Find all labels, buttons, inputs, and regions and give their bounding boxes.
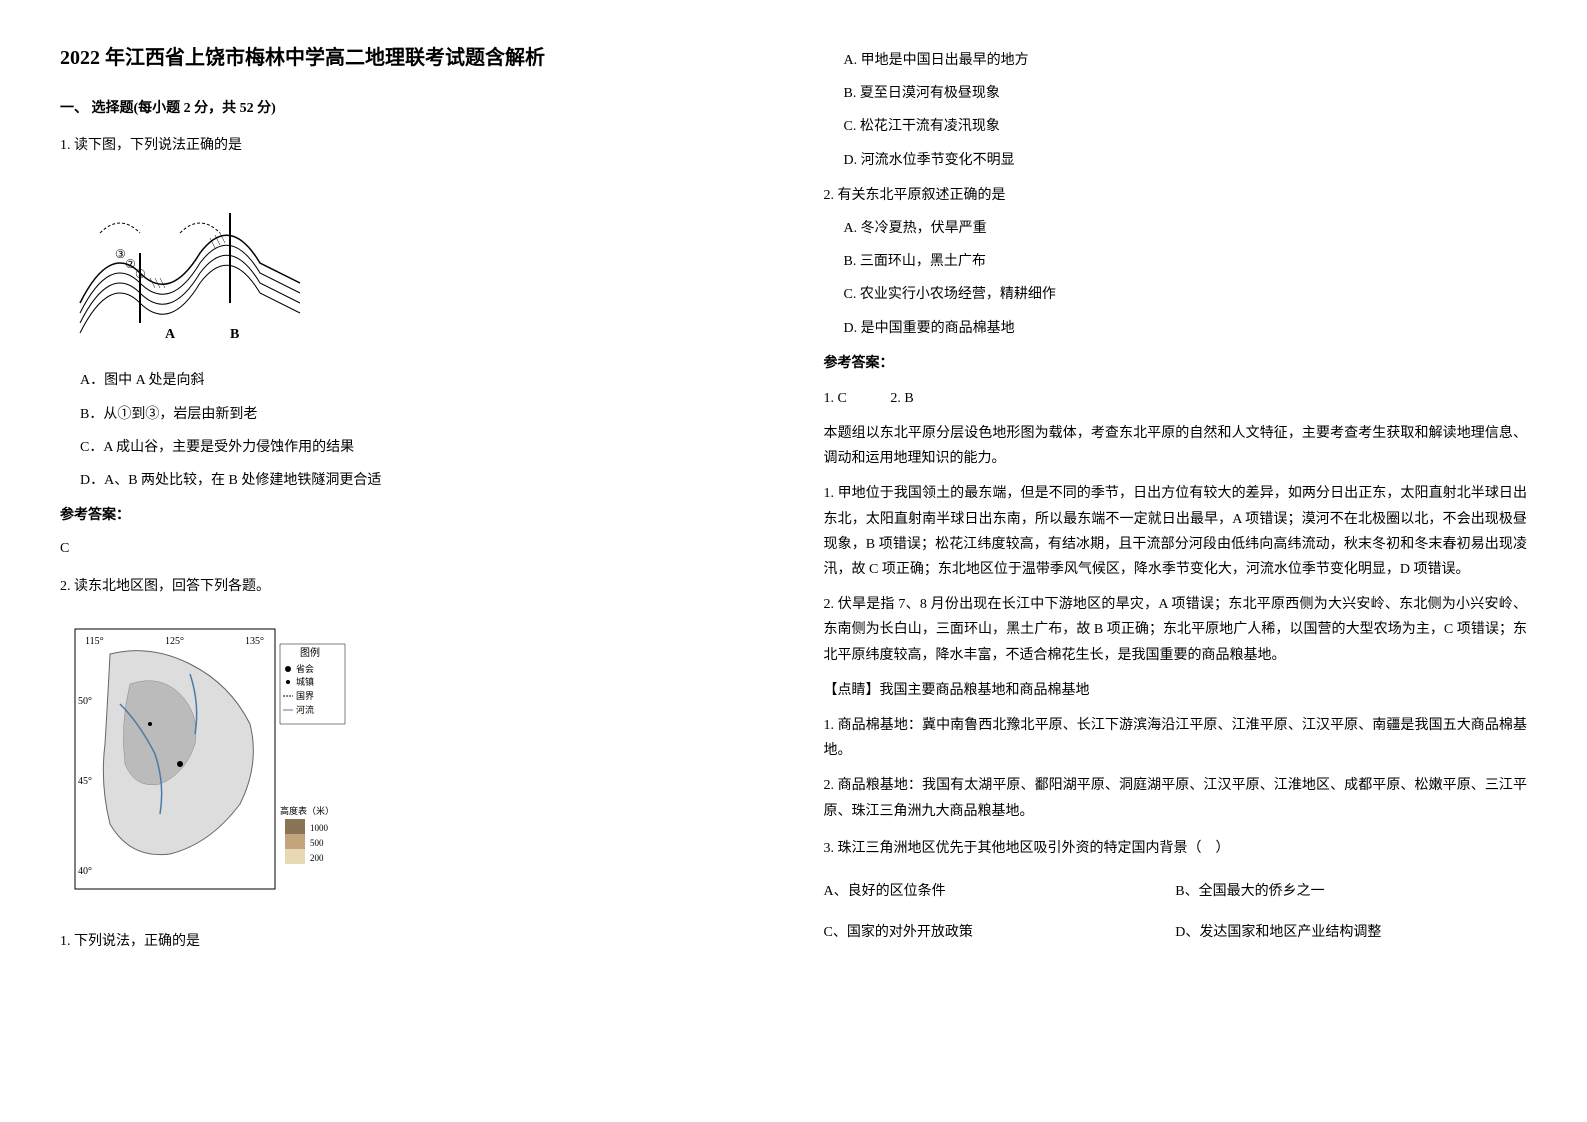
q3-option-c: C、国家的对外开放政策: [824, 920, 1176, 945]
q1-option-b: B．从①到③，岩层由新到老: [60, 402, 764, 427]
figure-1-geology: ③ ② ① A B: [60, 173, 764, 353]
q2-sub2-b: B. 三面环山，黑土广布: [824, 249, 1528, 274]
q2-sub2-d: D. 是中国重要的商品棉基地: [824, 316, 1528, 341]
q1-option-d: D．A、B 两处比较，在 B 处修建地铁隧洞更合适: [60, 468, 764, 493]
q1-stem: 1. 读下图，下列说法正确的是: [60, 133, 764, 158]
city-marker: [148, 722, 152, 726]
q2-sub1-a: A. 甲地是中国日出最早的地方: [824, 48, 1528, 73]
legend-river: 河流: [296, 704, 314, 715]
right-column: A. 甲地是中国日出最早的地方 B. 夏至日漠河有极昼现象 C. 松花江干流有凌…: [824, 40, 1528, 954]
q3-stem: 3. 珠江三角洲地区优先于其他地区吸引外资的特定国内背景（ ）: [824, 836, 1528, 861]
q2-sub1-b: B. 夏至日漠河有极昼现象: [824, 81, 1528, 106]
fig1-label-b: B: [230, 327, 239, 342]
q2-sub1-d: D. 河流水位季节变化不明显: [824, 148, 1528, 173]
q2-stem: 2. 读东北地区图，回答下列各题。: [60, 574, 764, 599]
q1-answer-label: 参考答案：: [60, 503, 764, 528]
legend-title: 图例: [300, 646, 320, 659]
figure-2-northeast-map: 115° 125° 135° 50° 45° 40° 图例 省会 城镇 国界 河…: [60, 614, 764, 914]
q3-option-b: B、全国最大的侨乡之一: [1175, 879, 1527, 904]
exam-title: 2022 年江西省上饶市梅林中学高二地理联考试题含解析: [60, 40, 764, 76]
q2-tip-1: 1. 商品棉基地：冀中南鲁西北豫北平原、长江下游滨海沿江平原、江淮平原、江汉平原…: [824, 713, 1528, 763]
q1-answer: C: [60, 536, 764, 561]
q1-option-c: C．A 成山谷，主要是受外力侵蚀作用的结果: [60, 435, 764, 460]
legend-town: 城镇: [296, 676, 314, 687]
legend-capital: 省会: [296, 663, 314, 674]
lat-45: 45°: [78, 776, 92, 787]
q2-explanation-intro: 本题组以东北平原分层设色地形图为载体，考查东北平原的自然和人文特征，主要考查考生…: [824, 421, 1528, 471]
q2-sub2-stem: 2. 有关东北平原叙述正确的是: [824, 183, 1528, 208]
elev-500: 500: [310, 838, 324, 848]
q1-option-a: A．图中 A 处是向斜: [60, 368, 764, 393]
fig1-label-1: ①: [135, 267, 146, 281]
q2-sub1-c: C. 松花江干流有凌汛现象: [824, 114, 1528, 139]
lon-135: 135°: [245, 636, 264, 647]
q2-sub1-stem: 1. 下列说法，正确的是: [60, 929, 764, 954]
lat-50: 50°: [78, 696, 92, 707]
elev-1000: 1000: [310, 823, 329, 833]
lon-115: 115°: [85, 636, 104, 647]
fig1-label-a: A: [165, 327, 176, 342]
q3-options: A、良好的区位条件 B、全国最大的侨乡之一 C、国家的对外开放政策 D、发达国家…: [824, 871, 1528, 953]
q2-explanation-1: 1. 甲地位于我国领土的最东端，但是不同的季节，日出方位有较大的差异，如两分日出…: [824, 481, 1528, 582]
left-column: 2022 年江西省上饶市梅林中学高二地理联考试题含解析 一、 选择题(每小题 2…: [60, 40, 764, 954]
q2-answers: 1. C 2. B: [824, 386, 1528, 411]
q2-answer-1: 1. C: [824, 391, 847, 406]
section-header: 一、 选择题(每小题 2 分，共 52 分): [60, 96, 764, 121]
elevation-label: 高度表（米）: [280, 805, 334, 816]
q2-sub2-a: A. 冬冷夏热，伏旱严重: [824, 216, 1528, 241]
lat-40: 40°: [78, 866, 92, 877]
lon-125: 125°: [165, 636, 184, 647]
q2-tip-label: 【点睛】我国主要商品粮基地和商品棉基地: [824, 678, 1528, 703]
q2-sub2-c: C. 农业实行小农场经营，精耕细作: [824, 282, 1528, 307]
q2-answer-label: 参考答案：: [824, 351, 1528, 376]
city-marker: [177, 761, 183, 767]
legend-border: 国界: [296, 691, 314, 701]
q3-option-a: A、良好的区位条件: [824, 879, 1176, 904]
q2-tip-2: 2. 商品粮基地：我国有太湖平原、鄱阳湖平原、洞庭湖平原、江汉平原、江淮地区、成…: [824, 773, 1528, 823]
q2-explanation-2: 2. 伏旱是指 7、8 月份出现在长江中下游地区的旱灾，A 项错误；东北平原西侧…: [824, 592, 1528, 668]
q2-answer-2: 2. B: [890, 391, 913, 406]
q3-option-d: D、发达国家和地区产业结构调整: [1175, 920, 1527, 945]
elev-200: 200: [310, 853, 324, 863]
